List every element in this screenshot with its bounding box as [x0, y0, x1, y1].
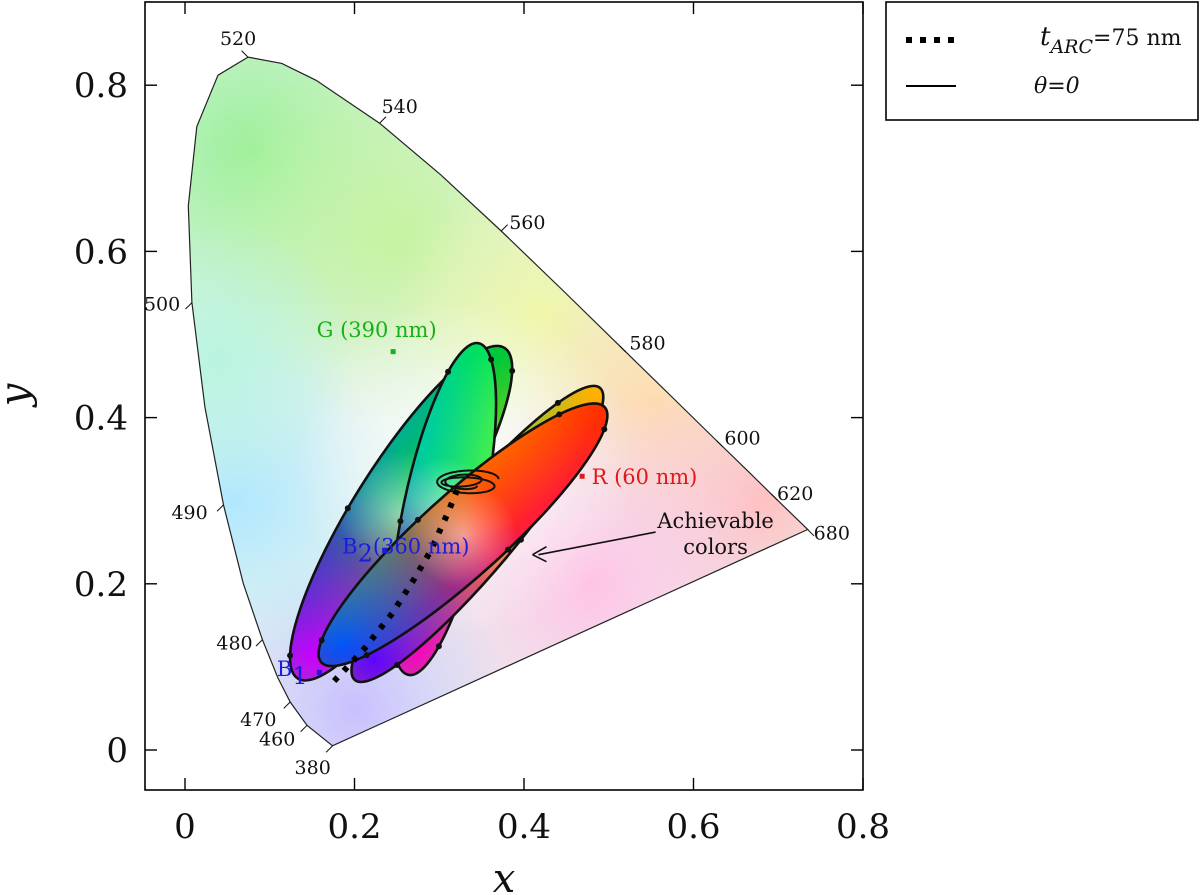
wavelength-label-460: 460	[259, 728, 295, 750]
y-tick-label-0: 0	[106, 731, 128, 771]
legend-label-solid: θ=0	[1034, 74, 1080, 99]
annotation-B1: B1	[277, 657, 308, 690]
annotation-B2: B2(360 nm)	[342, 535, 469, 568]
y-tick-label-1: 0.2	[74, 565, 128, 605]
x-tick-label-0: 0	[174, 807, 196, 847]
legend: tARC=75 nm θ=0	[885, 1, 1199, 121]
wavelength-label-560: 560	[509, 212, 545, 234]
wavelength-tick-620	[770, 493, 778, 501]
center-swirl	[436, 469, 500, 495]
legend-rest: =75 nm	[1093, 26, 1182, 51]
wavelength-tick-480	[255, 639, 263, 647]
wavelength-label-500: 500	[144, 294, 180, 316]
wavelength-label-380: 380	[295, 757, 331, 779]
x-tick-label-1: 0.2	[327, 807, 381, 847]
legend-label-dotted: tARC=75 nm	[1040, 22, 1182, 58]
wavelength-tick-380	[325, 745, 333, 753]
wavelength-tick-540	[379, 116, 387, 124]
annotation-achievable-line2: colors	[683, 535, 748, 559]
wavelength-tick-490	[216, 504, 224, 512]
marker-B1	[316, 669, 322, 675]
wavelength-label-680: 680	[814, 523, 850, 545]
wavelength-tick-500	[185, 302, 193, 310]
wavelength-label-580: 580	[629, 333, 665, 355]
y-tick-label-2: 0.4	[74, 399, 128, 439]
legend-t: t	[1040, 22, 1051, 52]
wavelength-label-490: 490	[171, 502, 207, 524]
wavelength-label-540: 540	[382, 96, 418, 118]
plot-border	[144, 1, 864, 791]
dotted-t-arc-line	[332, 487, 461, 684]
wavelength-tick-470	[283, 701, 291, 709]
y-tick-label-4: 0.8	[74, 66, 128, 106]
annotation-r: R (60 nm)	[592, 465, 698, 489]
annotation-arrowhead	[532, 546, 547, 563]
legend-box	[885, 1, 1199, 121]
wavelength-label-480: 480	[216, 633, 252, 655]
spectral-locus	[187, 56, 809, 747]
wavelength-label-600: 600	[724, 427, 760, 449]
wavelength-tick-560	[500, 224, 508, 232]
x-tick-label-4: 0.8	[836, 807, 890, 847]
annotation-achievable-line1: Achievable	[656, 509, 774, 533]
x-tick-label-2: 0.4	[497, 807, 551, 847]
x-axis-title: x	[493, 856, 516, 895]
wavelength-label-470: 470	[240, 709, 276, 731]
wavelength-label-620: 620	[777, 483, 813, 505]
wavelength-label-520: 520	[220, 28, 256, 50]
legend-sub: ARC	[1048, 36, 1093, 58]
annotation-layer: G (390 nm) R (60 nm) B2(360 nm) B1 Achievabl…	[277, 318, 774, 690]
axis-layer: 0 0.2 0.4 0.6 0.8 0 0.2 0.4 0.6 0.8	[74, 2, 890, 847]
wavelength-tick-600	[716, 440, 724, 448]
dotted-line-layer	[332, 487, 461, 684]
y-tick-label-3: 0.6	[74, 232, 128, 272]
plot-area: 380460470480490500520540560580600620680 …	[144, 1, 864, 791]
marker-g	[390, 349, 396, 355]
y-axis-title: y	[0, 382, 38, 408]
annotation-g: G (390 nm)	[317, 318, 437, 342]
marker-B2	[382, 547, 388, 553]
wavelength-tick-580	[618, 345, 627, 353]
marker-r	[579, 473, 585, 479]
wavelength-tick-520	[241, 50, 249, 58]
wavelength-tick-460	[300, 724, 308, 733]
wavelength-tick-680	[807, 529, 815, 537]
annotation-arrow	[538, 531, 656, 556]
x-tick-label-3: 0.6	[666, 807, 720, 847]
